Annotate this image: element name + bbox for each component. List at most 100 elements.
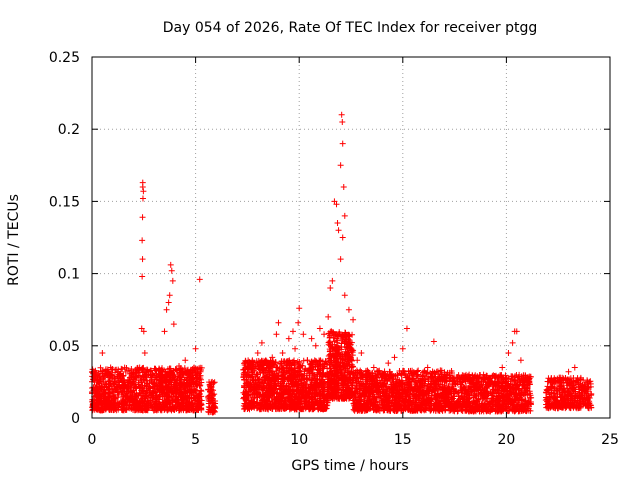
scatter-fill-point <box>174 401 181 408</box>
scatter-fill-point <box>110 394 117 401</box>
scatter-fill-point <box>191 367 198 374</box>
scatter-fill-point <box>98 395 105 402</box>
scatter-fill-point <box>89 376 96 383</box>
scatter-fill-point <box>94 388 101 395</box>
scatter-fill-point <box>186 383 193 390</box>
scatter-fill-point <box>115 404 122 411</box>
scatter-fill-point <box>130 399 137 406</box>
scatter-fill-point <box>96 399 103 406</box>
scatter-fill-point <box>119 389 126 396</box>
scatter-fill-point <box>135 392 142 399</box>
scatter-fill-point <box>99 367 106 374</box>
scatter-fill-point <box>177 386 184 393</box>
scatter-fill-point <box>176 382 183 389</box>
scatter-fill-point <box>152 403 159 410</box>
scatter-fill-point <box>175 389 182 396</box>
scatter-fill-point <box>194 401 201 408</box>
grid-lines <box>92 57 610 418</box>
scatter-fill-point <box>165 372 172 379</box>
scatter-fill-point <box>97 378 104 385</box>
scatter-fill-point <box>119 373 126 380</box>
scatter-fill-point <box>126 402 133 409</box>
scatter-fill-point <box>101 401 108 408</box>
scatter-fill-point <box>158 366 165 373</box>
scatter-fill-point <box>135 372 142 379</box>
scatter-fill-point <box>179 399 186 406</box>
scatter-fill-point <box>206 404 213 411</box>
scatter-fill-point <box>193 381 200 388</box>
scatter-fill-point <box>300 357 307 364</box>
scatter-fill-point <box>139 407 146 414</box>
scatter-fill-point <box>137 404 144 411</box>
scatter-fill-point <box>97 364 104 371</box>
scatter-fill-point <box>128 368 135 375</box>
scatter-fill-point <box>186 388 193 395</box>
scatter-fill-point <box>159 384 166 391</box>
scatter-fill-point <box>166 368 173 375</box>
scatter-fill-point <box>124 367 131 374</box>
scatter-fill-point <box>109 372 116 379</box>
scatter-fill-point <box>210 409 217 416</box>
scatter-fill-point <box>148 404 155 411</box>
scatter-fill-point <box>162 402 169 409</box>
scatter-fill-point <box>122 406 129 413</box>
scatter-fill-point <box>113 384 120 391</box>
scatter-fill-point <box>179 390 186 397</box>
scatter-fill-point <box>93 386 100 393</box>
scatter-fill-point <box>119 401 126 408</box>
scatter-fill-point <box>131 370 138 377</box>
scatter-fill-point <box>172 379 179 386</box>
scatter-fill-point <box>143 393 150 400</box>
scatter-fill-point <box>131 390 138 397</box>
scatter-fill-point <box>197 387 204 394</box>
scatter-fill-point <box>198 364 205 371</box>
scatter-fill-point <box>154 383 161 390</box>
scatter-fill-point <box>123 390 130 397</box>
scatter-fill-point <box>240 395 247 402</box>
scatter-fill-point <box>171 385 178 392</box>
scatter-fill-point <box>186 398 193 405</box>
scatter-fill-point <box>92 392 99 399</box>
scatter-fill-point <box>147 372 154 379</box>
scatter-fill-point <box>187 373 194 380</box>
scatter-fill-point <box>147 397 154 404</box>
scatter-fill-point <box>257 369 264 376</box>
scatter-fill-point <box>134 401 141 408</box>
scatter-fill-point <box>208 397 215 404</box>
scatter-fill-point <box>118 378 125 385</box>
scatter-fill-point <box>143 387 150 394</box>
scatter-fill-point <box>146 379 153 386</box>
scatter-fill-point <box>173 393 180 400</box>
scatter-fill-point <box>210 380 217 387</box>
scatter-fill-point <box>141 406 148 413</box>
scatter-fill-point <box>169 397 176 404</box>
scatter-fill-point <box>102 378 109 385</box>
scatter-fill-point <box>188 405 195 412</box>
scatter-fill-point <box>111 402 118 409</box>
scatter-fill-point <box>113 366 120 373</box>
scatter-fill-point <box>126 377 133 384</box>
scatter-fill-point <box>197 382 204 389</box>
scatter-fill-point <box>187 369 194 376</box>
scatter-fill-point <box>102 389 109 396</box>
scatter-fill-point <box>169 405 176 412</box>
scatter-fill-point <box>183 402 190 409</box>
scatter-fill-point <box>137 384 144 391</box>
scatter-fill-point <box>102 370 109 377</box>
scatter-fill-point <box>205 400 212 407</box>
scatter-fill-point <box>149 393 156 400</box>
scatter-fill-point <box>128 395 135 402</box>
scatter-fill-point <box>195 365 202 372</box>
scatter-fill-point <box>195 405 202 412</box>
scatter-fill-point <box>105 399 112 406</box>
scatter-fill-point <box>205 408 212 415</box>
scatter-fill-point <box>115 404 122 411</box>
scatter-fill-point <box>195 376 202 383</box>
scatter-fill-point <box>182 385 189 392</box>
scatter-fill-point <box>163 389 170 396</box>
scatter-fill-point <box>99 391 106 398</box>
scatter-fill-point <box>130 405 137 412</box>
scatter-fill-point <box>198 397 205 404</box>
scatter-fill-point <box>169 374 176 381</box>
